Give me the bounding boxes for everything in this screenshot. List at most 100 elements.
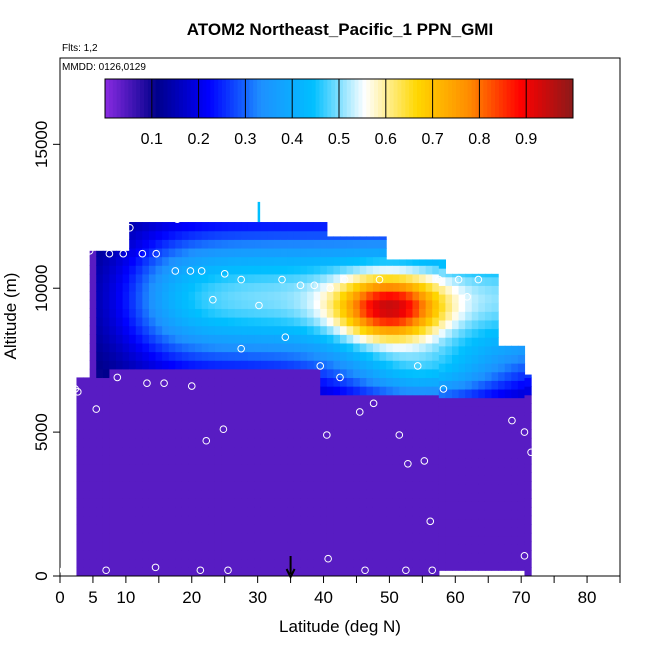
colorbar-segment xyxy=(151,79,157,118)
heatmap-cell xyxy=(280,291,288,301)
heatmap-cell xyxy=(452,397,460,407)
heatmap-cell xyxy=(208,351,216,361)
heatmap-cell xyxy=(353,532,361,543)
colorbar-segment xyxy=(257,79,262,118)
heatmap-cell xyxy=(135,420,143,430)
heatmap-cell xyxy=(129,524,137,534)
heatmap-cell xyxy=(234,351,242,361)
heatmap-cell xyxy=(254,273,262,284)
heatmap-cell xyxy=(452,328,460,338)
heatmap-cell xyxy=(425,463,433,473)
heatmap-cell xyxy=(287,524,295,534)
heatmap-cell xyxy=(445,388,453,399)
heatmap-cell xyxy=(142,308,150,318)
heatmap-cell xyxy=(353,524,361,534)
heatmap-cell xyxy=(293,524,302,534)
heatmap-cell xyxy=(517,449,526,459)
heatmap-cell xyxy=(76,446,84,456)
heatmap-cell xyxy=(221,360,229,370)
heatmap-cell xyxy=(234,282,242,292)
colorbar-segment xyxy=(417,79,422,118)
heatmap-cell xyxy=(188,403,196,413)
heatmap-cell xyxy=(313,515,321,525)
heatmap-cell xyxy=(214,222,223,232)
heatmap-cell xyxy=(89,299,97,309)
heatmap-cell xyxy=(234,247,242,258)
heatmap-cell xyxy=(366,567,374,576)
heatmap-cell xyxy=(346,317,354,327)
heatmap-cell xyxy=(109,524,117,534)
heatmap-cell xyxy=(419,299,427,309)
heatmap-cell xyxy=(392,351,400,361)
heatmap-cell xyxy=(135,342,143,353)
heatmap-cell xyxy=(471,380,479,390)
heatmap-cell xyxy=(168,506,176,517)
heatmap-cell xyxy=(254,515,262,525)
heatmap-cell xyxy=(452,552,460,563)
heatmap-cell xyxy=(129,394,137,404)
heatmap-cell xyxy=(399,291,407,301)
colorbar-segment xyxy=(557,79,562,118)
colorbar-segment xyxy=(210,79,215,118)
heatmap-cell xyxy=(438,475,447,485)
heatmap-cell xyxy=(458,449,466,459)
heatmap-cell xyxy=(465,319,473,330)
heatmap-cell xyxy=(386,437,394,448)
heatmap-cell xyxy=(195,299,203,309)
heatmap-cell xyxy=(300,317,308,327)
heatmap-cell xyxy=(228,446,236,456)
heatmap-cell xyxy=(353,282,361,292)
heatmap-cell xyxy=(155,429,163,439)
heatmap-cell xyxy=(412,558,420,568)
heatmap-cell xyxy=(168,334,176,344)
heatmap-cell xyxy=(326,299,335,309)
heatmap-cell xyxy=(438,397,447,407)
heatmap-cell xyxy=(458,458,466,468)
heatmap-cell xyxy=(247,532,255,543)
heatmap-cell xyxy=(484,371,493,381)
heatmap-cell xyxy=(524,386,532,396)
heatmap-cell xyxy=(181,308,190,318)
heatmap-cell xyxy=(484,293,493,304)
heatmap-cell xyxy=(208,558,216,568)
heatmap-cell xyxy=(168,386,176,396)
heatmap-cell xyxy=(280,222,288,232)
heatmap-cell xyxy=(419,273,427,284)
heatmap-cell xyxy=(83,515,91,525)
heatmap-cell xyxy=(129,351,137,361)
heatmap-cell xyxy=(228,515,236,525)
heatmap-cell xyxy=(234,481,242,491)
heatmap-cell xyxy=(379,532,387,543)
heatmap-cell xyxy=(471,561,479,571)
heatmap-cell xyxy=(372,437,381,448)
heatmap-cell xyxy=(386,308,394,318)
heatmap-cell xyxy=(359,273,367,284)
heatmap-cell xyxy=(287,541,295,551)
heatmap-cell xyxy=(484,535,493,545)
heatmap-cell xyxy=(405,368,414,379)
heatmap-cell xyxy=(320,481,328,491)
heatmap-cell xyxy=(109,446,117,456)
heatmap-cell xyxy=(228,524,236,534)
heatmap-cell xyxy=(333,472,341,482)
heatmap-cell xyxy=(142,239,150,249)
heatmap-cell xyxy=(412,259,420,266)
heatmap-cell xyxy=(405,455,414,465)
x-tick-label: 5 xyxy=(88,588,97,607)
heatmap-cell xyxy=(201,506,209,517)
heatmap-cell xyxy=(504,371,512,381)
heatmap-cell xyxy=(280,558,288,568)
heatmap-cell xyxy=(247,368,255,379)
heatmap-cell xyxy=(274,377,282,387)
heatmap-cell xyxy=(445,440,453,450)
heatmap-cell xyxy=(425,317,433,327)
heatmap-cell xyxy=(109,437,117,448)
y-tick-label: 5000 xyxy=(32,413,51,451)
heatmap-cell xyxy=(195,489,203,499)
heatmap-cell xyxy=(260,411,269,422)
heatmap-cell xyxy=(241,394,249,404)
heatmap-cell xyxy=(471,371,479,381)
heatmap-cell xyxy=(195,308,203,318)
heatmap-cell xyxy=(491,423,499,433)
colorbar-segment xyxy=(261,79,266,118)
